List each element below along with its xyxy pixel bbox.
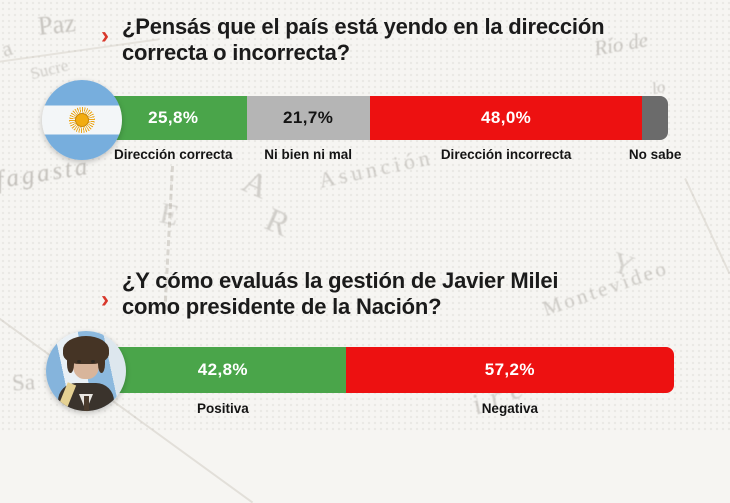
segment-value: 21,7% (283, 108, 334, 127)
segment-label-cell: Negativa (346, 401, 674, 416)
avatar-sideburn (98, 355, 105, 373)
segment-value: 25,8% (148, 108, 199, 127)
map-border-line (684, 178, 730, 275)
segment-label: Negativa (481, 401, 538, 416)
segment-label: No sabe (628, 147, 682, 162)
map-place-label: Sa (11, 369, 36, 396)
stacked-bar-milei: 42,8% 57,2% (100, 347, 674, 393)
map-place-label: Paz (36, 8, 77, 41)
stacked-bar-direction: 25,8% 21,7% 48,0% (100, 96, 668, 140)
bar-segment: 57,2% (345, 347, 674, 393)
sun-of-may-icon (69, 107, 95, 133)
bar-segment (642, 96, 668, 140)
map-place-label: A (236, 162, 275, 207)
avatar-eyes (77, 360, 95, 363)
avatar-sideburn (67, 355, 74, 373)
bar-segment: 25,8% (100, 96, 247, 140)
map-place-label: E (156, 196, 182, 233)
segment-label-cell: Ni bien ni mal (247, 147, 370, 162)
segment-label: Dirección incorrecta (440, 147, 572, 162)
bar-segment: 21,7% (246, 96, 370, 140)
map-place-label: Sucre (28, 55, 71, 84)
segment-label: Ni bien ni mal (264, 147, 353, 162)
chevron-icon: › (101, 22, 109, 49)
bar-segment: 48,0% (369, 96, 643, 140)
bar-labels-direction: Dirección correcta Ni bien ni mal Direcció… (100, 147, 682, 162)
map-place-label: R (259, 201, 296, 245)
question-milei: ¿Y cómo evaluás la gestión de Javier Mil… (122, 268, 559, 320)
segment-label-cell: Dirección incorrecta (370, 147, 643, 162)
segment-label-cell: Dirección correcta (100, 147, 247, 162)
segment-label: Dirección correcta (113, 147, 233, 162)
segment-value: 57,2% (484, 360, 535, 379)
map-border-line (0, 296, 254, 503)
argentina-flag-icon (42, 80, 122, 160)
avatar-tie (83, 396, 89, 411)
segment-label-cell: No sabe (629, 147, 682, 162)
segment-value: 48,0% (480, 108, 532, 127)
question-direction: ¿Pensás que el país está yendo en la dir… (122, 14, 605, 66)
segment-label: Positiva (196, 401, 249, 416)
bar-segment: 42,8% (100, 347, 346, 393)
segment-label-cell: Positiva (100, 401, 346, 416)
chevron-icon: › (101, 286, 109, 313)
bar-labels-milei: Positiva Negativa (100, 401, 674, 416)
milei-avatar (46, 331, 126, 411)
segment-value: 42,8% (197, 360, 248, 379)
map-place-label: a (0, 35, 16, 62)
